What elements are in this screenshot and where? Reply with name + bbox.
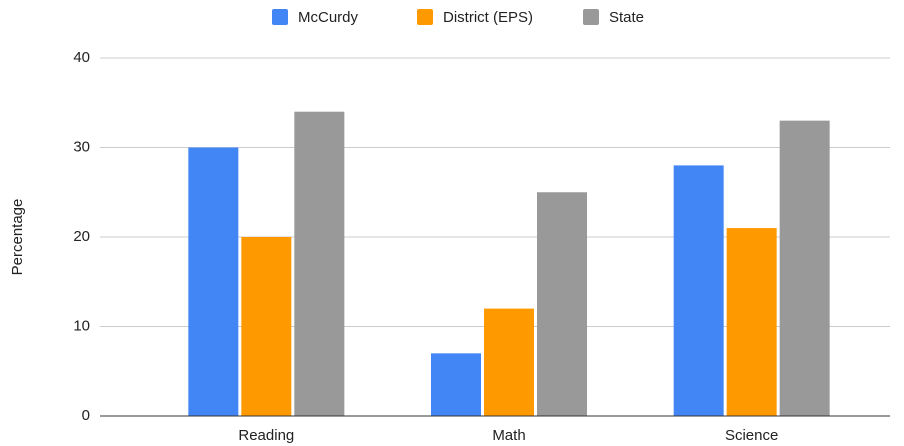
y-tick-label: 20: [73, 228, 90, 245]
bar: [294, 111, 345, 416]
bar: [484, 308, 534, 416]
bar: [537, 192, 587, 416]
y-tick-label: 0: [82, 407, 90, 424]
y-tick-label: 10: [73, 317, 90, 334]
legend-swatch: [272, 9, 288, 25]
bar: [673, 165, 724, 416]
legend-swatch: [583, 9, 599, 25]
bar: [726, 228, 777, 416]
legend-label: State: [609, 9, 644, 26]
x-tick-label: Science: [725, 427, 778, 444]
x-tick-label: Math: [492, 427, 525, 444]
bar: [188, 147, 239, 416]
bar: [779, 120, 830, 417]
legend-swatch: [417, 9, 433, 25]
bar: [241, 237, 292, 416]
legend-label: District (EPS): [443, 9, 533, 26]
legend-label: McCurdy: [298, 9, 359, 26]
y-tick-label: 40: [73, 49, 90, 66]
x-tick-label: Reading: [238, 427, 294, 444]
y-tick-label: 30: [73, 138, 90, 155]
bar: [431, 353, 481, 416]
y-axis-label: Percentage: [9, 199, 26, 276]
